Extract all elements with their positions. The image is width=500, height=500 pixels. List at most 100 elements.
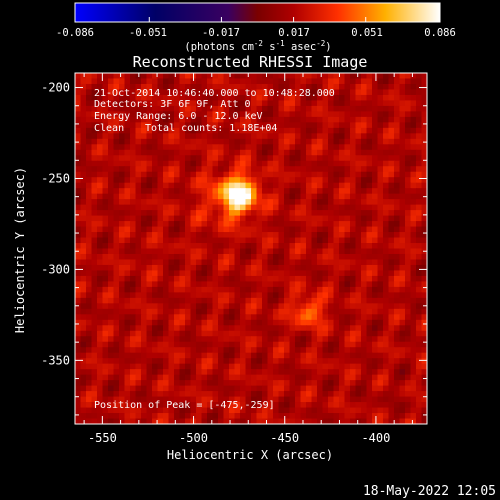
heatmap-cell	[146, 73, 153, 80]
heatmap-cell	[267, 374, 274, 381]
heatmap-cell	[361, 418, 368, 424]
heatmap-cell	[168, 122, 175, 129]
heatmap-cell	[421, 215, 427, 222]
heatmap-cell	[394, 374, 401, 381]
heatmap-cell	[383, 204, 390, 211]
heatmap-cell	[421, 358, 427, 365]
heatmap-cell	[119, 264, 126, 272]
heatmap-cell	[157, 215, 164, 222]
heatmap-cell	[416, 138, 423, 145]
heatmap-cell	[394, 418, 401, 424]
heatmap-cell	[240, 264, 247, 272]
heatmap-cell	[141, 270, 148, 277]
heatmap-cell	[394, 259, 401, 266]
heatmap-cell	[278, 319, 285, 326]
heatmap-cell	[377, 402, 384, 409]
heatmap-cell	[196, 380, 203, 387]
heatmap-cell	[108, 319, 115, 326]
heatmap-cell	[267, 182, 274, 189]
heatmap-cell	[355, 166, 362, 173]
heatmap-cell	[388, 363, 395, 370]
heatmap-cell	[135, 221, 142, 228]
heatmap-cell	[251, 94, 258, 102]
heatmap-cell	[267, 330, 274, 337]
heatmap-cell	[196, 215, 203, 222]
heatmap-cell	[141, 352, 148, 359]
heatmap-cell	[328, 303, 335, 310]
heatmap-cell	[388, 264, 395, 272]
heatmap-cell	[284, 303, 291, 310]
heatmap-cell	[311, 330, 318, 337]
heatmap-cell	[146, 347, 153, 354]
heatmap-cell	[377, 171, 384, 178]
heatmap-cell	[399, 105, 406, 112]
heatmap-cell	[278, 396, 285, 403]
heatmap-cell	[300, 73, 307, 80]
heatmap-cell	[394, 275, 401, 282]
heatmap-cell	[190, 330, 197, 337]
heatmap-cell	[141, 89, 148, 96]
heatmap-cell	[185, 177, 192, 184]
colorbar: -0.086 -0.051 -0.017 0.017 0.051 0.086 (…	[56, 2, 456, 53]
heatmap-cell	[295, 133, 302, 140]
heatmap-cell	[328, 413, 335, 420]
heatmap-plot-area	[75, 73, 427, 424]
heatmap-cell	[311, 286, 318, 293]
heatmap-cell	[135, 407, 142, 414]
heatmap-cell	[240, 369, 247, 376]
heatmap-cell	[119, 133, 126, 140]
heatmap-cell	[141, 358, 148, 365]
heatmap-cell	[372, 396, 379, 403]
heatmap-cell	[421, 363, 427, 370]
heatmap-cell	[212, 89, 219, 96]
heatmap-cell	[333, 341, 340, 348]
heatmap-cell	[108, 105, 115, 112]
heatmap-cell	[201, 237, 208, 244]
heatmap-cell	[174, 319, 181, 326]
heatmap-cell	[141, 122, 148, 129]
heatmap-cell	[410, 270, 417, 277]
heatmap-cell	[289, 374, 296, 381]
heatmap-cell	[179, 177, 186, 184]
heatmap-cell	[311, 138, 318, 145]
heatmap-cell	[168, 237, 175, 244]
heatmap-cell	[344, 226, 351, 233]
heatmap-cell	[80, 330, 87, 337]
heatmap-cell	[333, 281, 340, 288]
heatmap-cell	[240, 325, 247, 332]
heatmap-cell	[157, 210, 164, 217]
heatmap-cell	[284, 177, 291, 184]
heatmap-cell	[157, 358, 164, 365]
heatmap-cell	[163, 402, 170, 409]
heatmap-cell	[75, 275, 82, 282]
heatmap-cell	[229, 264, 236, 272]
heatmap-cell	[119, 330, 126, 337]
heatmap-cell	[141, 253, 148, 261]
heatmap-cell	[284, 407, 291, 414]
heatmap-cell	[157, 226, 164, 233]
heatmap-cell	[75, 232, 82, 239]
heatmap-cell	[190, 226, 197, 233]
heatmap-cell	[102, 73, 109, 80]
heatmap-cell	[119, 160, 126, 167]
heatmap-cell	[86, 237, 93, 244]
heatmap-cell	[240, 259, 247, 266]
heatmap-cell	[179, 407, 186, 414]
heatmap-cell	[339, 166, 346, 173]
heatmap-cell	[372, 182, 379, 189]
heatmap-cell	[113, 336, 120, 343]
heatmap-cell	[207, 264, 214, 272]
heatmap-cell	[394, 210, 401, 217]
heatmap-cell	[163, 73, 170, 80]
heatmap-cell	[174, 127, 181, 134]
heatmap-cell	[421, 330, 427, 337]
heatmap-cell	[278, 374, 285, 381]
heatmap-cell	[130, 232, 137, 239]
heatmap-cell	[399, 413, 406, 420]
heatmap-cell	[229, 166, 236, 173]
heatmap-cell	[218, 286, 225, 293]
heatmap-cell	[344, 232, 351, 239]
heatmap-cell	[350, 221, 357, 228]
heatmap-cell	[267, 369, 274, 376]
heatmap-cell	[284, 314, 291, 321]
